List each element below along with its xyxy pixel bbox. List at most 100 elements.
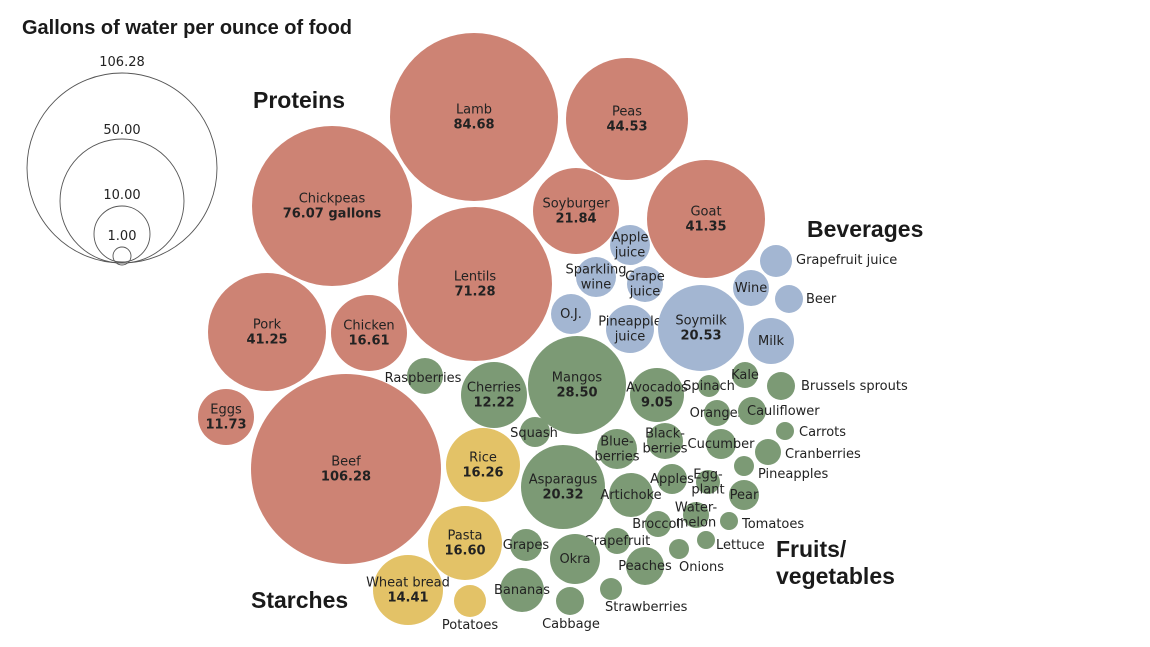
label-eggs: Eggs [210, 403, 242, 418]
bubble-soyburger [533, 168, 619, 254]
label-soymilk: Soymilk [675, 314, 727, 329]
bubble-carrots [776, 422, 794, 440]
value-pasta: 16.60 [444, 544, 485, 559]
bubble-cucumber [706, 429, 736, 459]
value-soyburger: 21.84 [555, 212, 596, 227]
label-raspberries: Raspberries [385, 371, 462, 386]
bubble-water-melon [683, 502, 709, 528]
bubble-broccoli [645, 511, 671, 537]
value-goat: 41.35 [685, 220, 726, 235]
bubble-lamb [390, 33, 558, 201]
label-potatoes: Potatoes [442, 618, 498, 633]
value-chicken: 16.61 [348, 334, 389, 349]
value-wheat-bread: 14.41 [387, 591, 428, 606]
label-goat: Goat [690, 205, 721, 220]
bubble-cranberries [755, 439, 781, 465]
bubble-oranges [704, 400, 730, 426]
bubble-apple-juice [610, 225, 650, 265]
label-water-melon-1: melon [676, 516, 716, 531]
bubble-mangos [528, 336, 626, 434]
bubble-egg-plant [696, 470, 720, 494]
bubble-artichoke [609, 473, 653, 517]
bubble-soymilk [658, 285, 744, 371]
value-chickpeas: 76.07 gallons [283, 207, 382, 222]
label-black-berries: Black- [645, 427, 685, 442]
bubble-black-berries [647, 423, 683, 459]
bubble-beef [251, 374, 441, 564]
label-brussels-sprouts: Brussels sprouts [801, 379, 908, 394]
bubble-strawberries [600, 578, 622, 600]
label-egg-plant-1: plant [691, 483, 724, 498]
bubble-pineapple-juice [606, 305, 654, 353]
legend-label-10-00: 10.00 [103, 188, 140, 203]
label-sparkling-wine-1: wine [581, 278, 611, 293]
label-beef: Beef [331, 455, 361, 470]
bubble-beer [775, 285, 803, 313]
bubble-milk [748, 318, 794, 364]
value-lamb: 84.68 [453, 118, 494, 133]
label-egg-plant: Egg- [693, 468, 723, 483]
bubble-o-j [551, 294, 591, 334]
label-asparagus: Asparagus [529, 473, 598, 488]
group-label-fruits-vegetables: Fruits/ [776, 536, 847, 562]
bubble-bananas [500, 568, 544, 612]
label-onions: Onions [679, 560, 724, 575]
label-pasta: Pasta [447, 529, 482, 544]
bubble-sparkling-wine [576, 257, 616, 297]
label-blue-berries-1: berries [594, 450, 639, 465]
bubble-grapefruit-juice [760, 245, 792, 277]
bubble-chickpeas [252, 126, 412, 286]
label-okra: Okra [559, 552, 590, 567]
bubble-cauliflower [738, 397, 766, 425]
label-artichoke: Artichoke [600, 488, 661, 503]
label-broccoli: Broccoli [632, 517, 683, 532]
label-wine: Wine [735, 281, 767, 296]
label-tomatoes: Tomatoes [741, 517, 804, 532]
bubble-wheat-bread [373, 555, 443, 625]
label-peas: Peas [612, 105, 642, 120]
value-soymilk: 20.53 [680, 329, 721, 344]
label-blue-berries: Blue- [600, 435, 634, 450]
group-label-fruits-vegetables-1: vegetables [776, 563, 895, 589]
value-cherries: 12.22 [473, 396, 514, 411]
label-lettuce: Lettuce [716, 538, 765, 553]
size-legend: 106.28 50.00 10.00 1.00 [26, 55, 218, 266]
label-grape-juice: Grape [625, 270, 665, 285]
bubble-lentils [398, 207, 552, 361]
bubble-pasta [428, 506, 502, 580]
label-milk: Milk [758, 334, 784, 349]
bubble-chicken [331, 295, 407, 371]
label-cauliflower: Cauliflower [747, 404, 820, 419]
label-apple-juice: Apple [611, 231, 648, 246]
label-cherries: Cherries [467, 381, 521, 396]
label-squash: Squash [510, 426, 558, 441]
label-chickpeas: Chickpeas [299, 192, 366, 207]
label-wheat-bread: Wheat bread [366, 576, 450, 591]
label-spinach: Spinach [683, 379, 735, 394]
label-apple-juice-1: juice [614, 246, 646, 261]
legend-label-1-00: 1.00 [108, 229, 137, 244]
bubble-pear [729, 480, 759, 510]
label-oranges: Oranges [690, 406, 745, 421]
bubble-pineapples [734, 456, 754, 476]
group-label-starches: Starches [251, 587, 348, 613]
label-cabbage: Cabbage [542, 617, 600, 632]
bubble-peas [566, 58, 688, 180]
group-label-beverages: Beverages [807, 216, 923, 242]
bubble-rice [446, 428, 520, 502]
label-lamb: Lamb [456, 103, 492, 118]
label-mangos: Mangos [552, 371, 603, 386]
label-chicken: Chicken [343, 319, 394, 334]
label-apples: Apples [650, 472, 694, 487]
label-peaches: Peaches [618, 559, 672, 574]
label-pear: Pear [730, 488, 759, 503]
label-black-berries-1: berries [642, 442, 687, 457]
label-avocados: Avocados [626, 381, 688, 396]
label-lentils: Lentils [454, 270, 497, 285]
bubble-grapes [510, 529, 542, 561]
label-grapes: Grapes [503, 538, 550, 553]
legend-circle-1-00 [112, 246, 132, 266]
